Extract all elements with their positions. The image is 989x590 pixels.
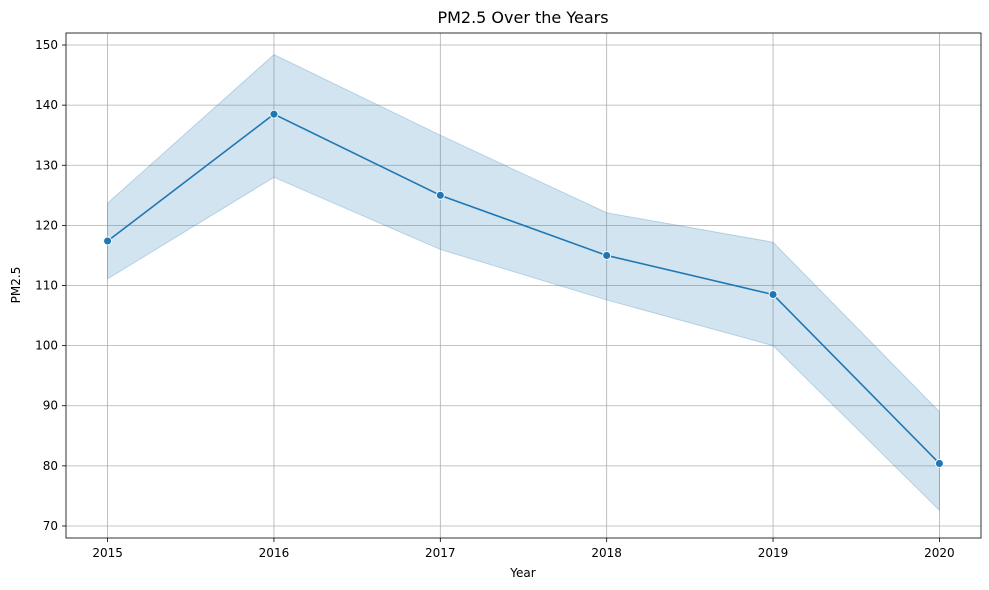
- x-tick-label: 2017: [425, 546, 456, 560]
- data-point: [103, 236, 113, 246]
- x-tick-label: 2016: [259, 546, 290, 560]
- y-tick-label: 140: [35, 98, 58, 112]
- y-tick-label: 120: [35, 218, 58, 232]
- data-point: [602, 250, 612, 260]
- x-axis-label: Year: [509, 566, 535, 580]
- y-tick-label: 130: [35, 158, 58, 172]
- y-tick-label: 90: [43, 399, 58, 413]
- y-axis-ticks: 70 80 90 100 110 120 130 140 150: [35, 38, 66, 533]
- data-point: [934, 459, 944, 468]
- data-point-layer: [103, 109, 944, 468]
- series-line-layer: [106, 113, 941, 465]
- y-tick-label: 150: [35, 38, 58, 52]
- x-tick-label: 2020: [924, 546, 955, 560]
- y-tick-label: 110: [35, 279, 58, 293]
- x-tick-label: 2018: [591, 546, 622, 560]
- data-point: [269, 109, 279, 119]
- x-axis-ticks: 2015 2016 2017 2018 2019 2020: [92, 538, 955, 560]
- confidence-band-layer: [107, 54, 940, 512]
- x-tick-label: 2019: [758, 546, 789, 560]
- x-tick-label: 2015: [92, 546, 123, 560]
- grid: [66, 33, 981, 538]
- y-axis-label: PM2.5: [9, 267, 23, 304]
- confidence-band: [107, 54, 940, 512]
- y-tick-label: 100: [35, 339, 58, 353]
- series-line: [106, 113, 941, 465]
- data-point: [768, 290, 778, 299]
- y-tick-label: 80: [43, 459, 58, 473]
- chart-title: PM2.5 Over the Years: [437, 8, 608, 27]
- data-point: [435, 190, 445, 200]
- y-tick-label: 70: [43, 519, 58, 533]
